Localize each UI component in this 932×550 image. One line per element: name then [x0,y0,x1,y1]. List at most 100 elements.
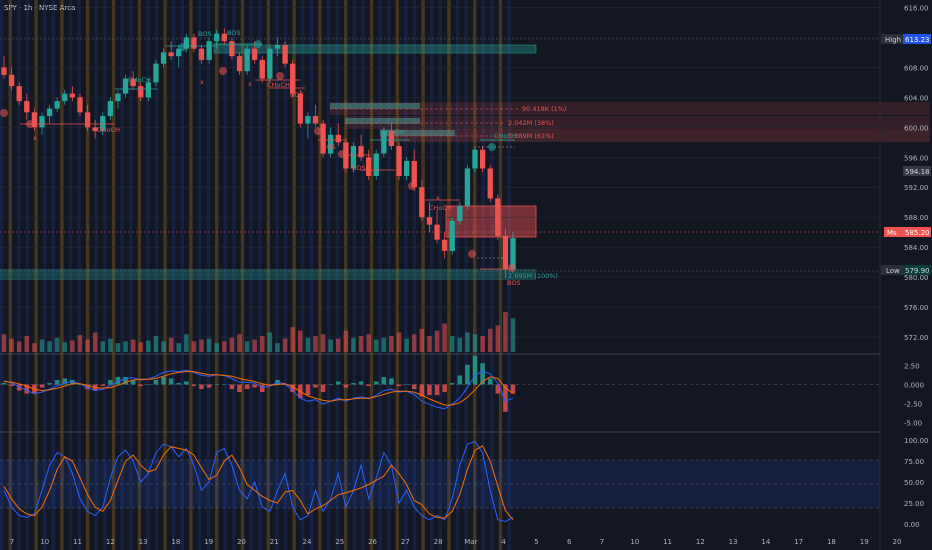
current-tag-value: 585.20 [905,229,930,237]
candle-body [419,187,425,218]
price-tick-label: 584.00 [904,244,929,252]
session-band [438,0,442,550]
session-bands [0,0,511,550]
x-label: x [33,134,37,142]
volume-bar [77,335,83,352]
time-tick-label: 27 [401,538,410,546]
session-band [154,0,159,550]
session-band [404,0,408,550]
macd-histogram-bar [434,384,440,396]
candle-body [206,41,212,60]
volume-bar [335,338,341,352]
candle-body [69,93,76,98]
volume-bar [465,332,470,352]
session-band [326,0,331,550]
session-band [473,0,477,550]
candle-body [479,149,486,169]
session-band [455,0,460,550]
session-band [120,0,124,550]
macd-histogram-bar [480,363,485,385]
volume-bar [191,341,197,352]
volume-bar [351,337,356,352]
volume-bar [503,312,508,352]
session-band [60,0,64,550]
session-band [215,0,219,550]
volume-bar [176,343,182,352]
session-band [335,0,339,550]
time-tick-label: 24 [303,538,312,546]
time-tick-label: 19 [860,538,869,546]
macd-histogram-bar [290,384,295,393]
candle-body [122,78,129,94]
candle-body [168,52,174,57]
high-tag-label: High [885,36,901,44]
time-tick-label: 7 [600,538,604,546]
price-tags: High 613.23 594.18 Ms 585.20 Low 579.90 [881,34,931,275]
candle-body [274,44,281,49]
candle-body [365,157,372,176]
volume-bar [168,337,174,352]
time-tick-label: Mar [464,538,477,546]
symbol-label: SPY · 1h · NYSE Arca [4,4,76,12]
price-tag-value: 594.18 [905,168,930,176]
candle-body [229,41,235,57]
candle-body [358,146,364,158]
macd-histogram-bar [176,383,182,385]
volume-bar [404,338,409,352]
candle-body [46,108,53,117]
time-tick-label: 20 [237,538,246,546]
candle-body [502,235,509,270]
volume-bar [510,318,516,352]
candle-body [31,112,38,128]
volume-bar [244,341,250,352]
volume-bar [373,339,379,352]
stoch-tick-label: 50.00 [904,479,924,487]
session-band [34,0,38,550]
candle-body [297,93,303,124]
volume-bar [472,334,478,352]
session-band [17,0,21,550]
volume-label: 90.418K (1%) [522,105,566,113]
time-tick-label: 10 [630,538,639,546]
time-axis[interactable]: 7 10 11 12 13 18 19 20 21 24 25 26 27 28 Mar 4 5 6 7 10 11 12… [10,538,902,546]
volume-bar [313,336,318,352]
candle-body [160,52,167,64]
candle-body [92,127,98,132]
candle-body [1,67,7,75]
candle-body [320,123,326,154]
candle-body [487,168,493,199]
macd-axis: 2.50 0.000 -2.50 -5.00 [904,363,924,428]
macd-histogram-bar [404,384,409,386]
candle-body [145,82,152,98]
session-band [43,0,47,550]
time-tick-label: 26 [368,538,377,546]
session-band [283,0,288,550]
macd-histogram-bar [457,375,463,385]
time-tick-label: 18 [827,538,836,546]
volume-bar [100,341,106,352]
volume-bar [252,339,257,352]
volume-bar [214,343,219,352]
volume-bar [290,327,295,352]
session-band [275,0,279,550]
candle-body [100,116,106,132]
time-tick-label: 21 [270,538,279,546]
macd-histogram-bar [214,384,219,386]
candle-body [191,37,197,49]
macd-histogram-bar [191,384,197,387]
session-band [430,0,434,550]
volume-bar [123,341,128,352]
structure-lines [0,38,880,272]
time-tick-label: 17 [794,538,803,546]
choch-label: CHoCH [381,128,404,136]
volume-bar [130,339,136,352]
volume-bar [419,328,425,352]
macd-histogram-bar [184,381,189,385]
session-band [0,0,4,550]
x-label: x [200,78,204,86]
candles [1,28,516,278]
candle-body [426,217,433,225]
session-band [309,0,313,550]
macd-histogram-bar [222,384,227,386]
